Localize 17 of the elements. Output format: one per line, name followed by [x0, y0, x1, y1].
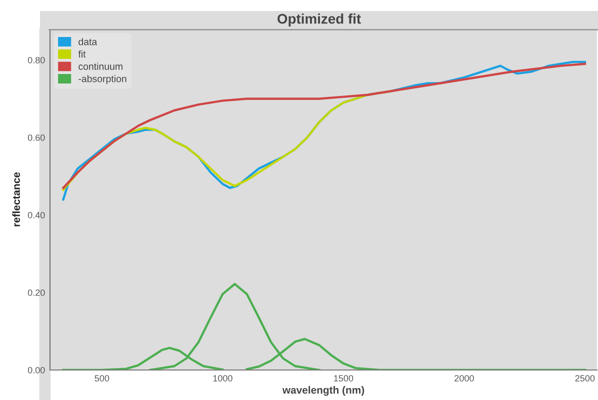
x-axis-title: wavelength (nm) [282, 386, 364, 396]
y-tick-label: 0.60 [28, 134, 45, 141]
x-tick-label: 1000 [213, 375, 232, 382]
legend-label: continuum [78, 62, 122, 70]
y-axis-title: reflectance [12, 172, 20, 226]
x-tick-label: 500 [94, 375, 110, 382]
y-tick-label: 0.80 [28, 56, 45, 64]
y-tick-label: 0.20 [28, 289, 45, 296]
y-tick-label: 0.40 [28, 212, 45, 218]
x-tick-label: 2500 [575, 375, 595, 382]
x-tick-label: 1500 [334, 375, 354, 382]
legend-label: fit [78, 50, 86, 58]
legend-label: data [78, 38, 98, 46]
y-tick-label: 0.00 [28, 366, 45, 374]
chart-title: Optimized fit [278, 14, 361, 26]
x-tick-label: 2000 [454, 375, 474, 382]
legend-label: -absorption [78, 75, 126, 84]
